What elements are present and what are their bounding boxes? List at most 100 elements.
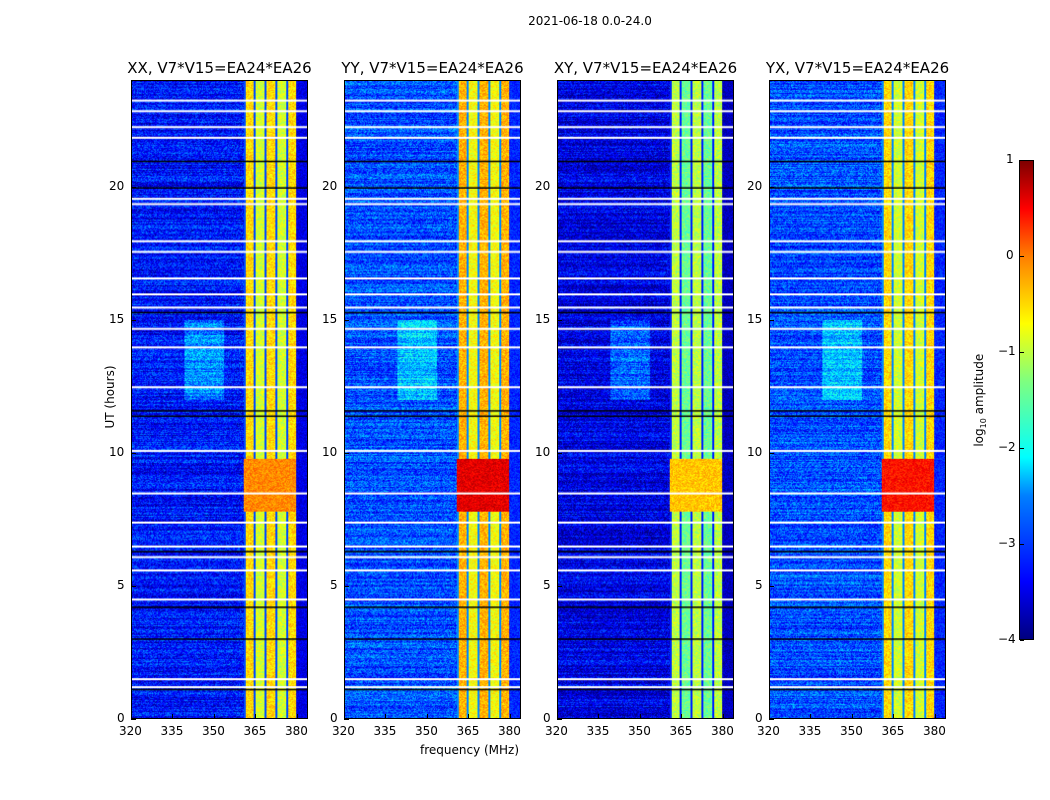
x-tick-mark xyxy=(851,714,853,719)
y-tick-mark xyxy=(131,319,136,321)
colorbar-tick-mark xyxy=(1020,160,1024,161)
x-tick-label: 335 xyxy=(586,724,610,738)
y-tick-label: 15 xyxy=(747,311,763,326)
y-tick-mark xyxy=(131,452,136,454)
x-tick-label: 320 xyxy=(545,724,568,738)
x-tick-mark xyxy=(426,714,428,719)
panel-title: XY, V7*V15=EA24*EA26 xyxy=(553,59,738,77)
y-tick-label: 15 xyxy=(535,311,551,326)
y-tick-mark xyxy=(557,186,562,188)
x-tick-mark xyxy=(810,714,812,719)
y-tick-mark xyxy=(344,719,349,720)
y-tick-mark xyxy=(344,319,349,321)
y-tick-mark xyxy=(131,186,136,188)
x-tick-mark xyxy=(639,714,641,719)
y-tick-label: 15 xyxy=(109,311,125,326)
colorbar-tick-mark xyxy=(1020,544,1024,545)
y-tick-label: 0 xyxy=(755,711,763,725)
y-tick-label: 0 xyxy=(117,711,125,725)
y-tick-mark xyxy=(344,186,349,188)
x-tick-mark xyxy=(681,714,683,719)
y-tick-label: 15 xyxy=(322,311,338,326)
colorbar-tick-mark xyxy=(1020,256,1024,257)
y-tick-mark xyxy=(557,452,562,454)
y-tick-label: 20 xyxy=(535,178,551,193)
x-tick-mark xyxy=(296,714,298,719)
colorbar-tick-label: 0 xyxy=(1006,248,1014,262)
colorbar-tick-mark xyxy=(1020,448,1024,449)
y-tick-label: 0 xyxy=(330,711,338,725)
y-tick-mark xyxy=(769,319,774,321)
y-tick-mark xyxy=(344,452,349,454)
y-axis-label: UT (hours) xyxy=(103,365,117,429)
y-tick-label: 20 xyxy=(109,178,125,193)
x-tick-mark xyxy=(213,714,215,719)
y-tick-mark xyxy=(344,585,349,587)
x-axis-label: frequency (MHz) xyxy=(420,743,520,757)
panel-title: YX, V7*V15=EA24*EA26 xyxy=(765,59,950,77)
y-tick-label: 5 xyxy=(755,577,763,592)
y-tick-mark xyxy=(131,585,136,587)
x-tick-label: 350 xyxy=(839,724,863,738)
x-tick-label: 380 xyxy=(922,724,946,738)
x-tick-label: 380 xyxy=(710,724,734,738)
y-tick-label: 20 xyxy=(747,178,763,193)
y-tick-mark xyxy=(769,719,774,720)
y-tick-mark xyxy=(557,719,562,720)
x-tick-mark xyxy=(255,714,257,719)
colorbar-label: log10 amplitude xyxy=(971,353,989,447)
colorbar-tick-mark xyxy=(1020,640,1024,641)
heatmap-panel xyxy=(557,80,734,719)
y-tick-label: 10 xyxy=(747,444,763,459)
x-tick-label: 335 xyxy=(798,724,822,738)
y-tick-mark xyxy=(131,719,136,720)
y-tick-mark xyxy=(769,186,774,188)
y-tick-mark xyxy=(769,452,774,454)
x-tick-mark xyxy=(131,714,132,719)
y-tick-mark xyxy=(557,585,562,587)
x-tick-label: 380 xyxy=(284,724,308,738)
heatmap-panel xyxy=(131,80,308,719)
panel-title: XX, V7*V15=EA24*EA26 xyxy=(127,59,312,77)
heatmap-image xyxy=(770,81,945,718)
x-tick-label: 320 xyxy=(332,724,355,738)
colorbar-tick-mark xyxy=(1020,352,1024,353)
x-tick-label: 335 xyxy=(160,724,184,738)
y-tick-label: 20 xyxy=(322,178,338,193)
x-tick-label: 365 xyxy=(243,724,267,738)
colorbar-tick-label: −3 xyxy=(998,536,1016,550)
x-tick-mark xyxy=(934,714,936,719)
colorbar-tick-label: 1 xyxy=(1006,152,1014,166)
x-tick-mark xyxy=(722,714,724,719)
heatmap-panel xyxy=(344,80,521,719)
x-tick-mark xyxy=(893,714,895,719)
x-tick-label: 320 xyxy=(119,724,142,738)
colorbar xyxy=(1019,160,1034,640)
y-tick-label: 10 xyxy=(109,444,125,459)
x-tick-mark xyxy=(598,714,600,719)
y-tick-label: 5 xyxy=(543,577,551,592)
x-tick-mark xyxy=(509,714,511,719)
x-tick-label: 335 xyxy=(373,724,397,738)
x-tick-label: 350 xyxy=(627,724,651,738)
panel-title: YY, V7*V15=EA24*EA26 xyxy=(341,59,524,77)
x-tick-mark xyxy=(344,714,345,719)
colorbar-tick-label: −2 xyxy=(998,440,1016,454)
heatmap-panel xyxy=(769,80,946,719)
figure-title: 2021-06-18 0.0-24.0 xyxy=(528,14,652,28)
x-tick-mark xyxy=(172,714,174,719)
x-tick-mark xyxy=(557,714,558,719)
y-tick-label: 5 xyxy=(330,577,338,592)
colorbar-tick-label: −1 xyxy=(998,344,1016,358)
y-tick-label: 5 xyxy=(117,577,125,592)
y-tick-mark xyxy=(557,319,562,321)
x-tick-mark xyxy=(468,714,470,719)
y-tick-label: 10 xyxy=(322,444,338,459)
x-tick-label: 365 xyxy=(669,724,693,738)
heatmap-image xyxy=(558,81,733,718)
y-tick-label: 0 xyxy=(543,711,551,725)
heatmap-image xyxy=(132,81,307,718)
heatmap-image xyxy=(345,81,520,718)
y-tick-mark xyxy=(769,585,774,587)
